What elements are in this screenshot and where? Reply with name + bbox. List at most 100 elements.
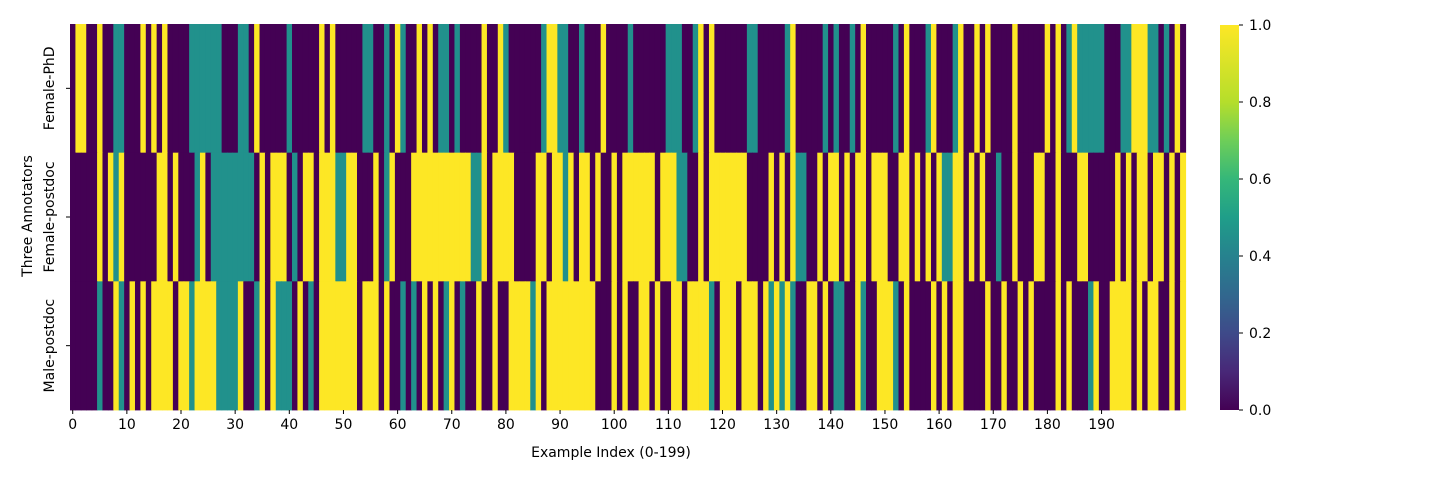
heatmap-cell: [1006, 281, 1013, 411]
heatmap-cell: [91, 24, 98, 154]
heatmap-cell: [145, 281, 152, 411]
heatmap-cell: [351, 152, 358, 282]
heatmap-cell: [703, 152, 710, 282]
heatmap-cell: [546, 24, 553, 154]
heatmap-cell: [367, 152, 374, 282]
heatmap-cell: [167, 152, 174, 282]
heatmap-cell: [189, 152, 196, 282]
heatmap-cell: [1071, 24, 1078, 154]
heatmap-cell: [156, 152, 163, 282]
heatmap-cell: [151, 152, 158, 282]
heatmap-cell: [855, 24, 862, 154]
y-tick-label: Male-postdoc: [42, 299, 58, 393]
heatmap-cell: [811, 281, 818, 411]
heatmap-cell: [492, 281, 499, 411]
heatmap-cell: [968, 152, 975, 282]
heatmap-cell: [979, 152, 986, 282]
x-axis: 0 10 20 30 40 50 60 70 80 90 100 110 120 130 140 150 160…: [68, 410, 1115, 433]
heatmap-cell: [790, 281, 797, 411]
heatmap-cell: [676, 152, 683, 282]
heatmap-cell: [985, 152, 992, 282]
heatmap-cell: [1044, 24, 1051, 154]
heatmap-cell: [876, 152, 883, 282]
heatmap-cell: [584, 281, 591, 411]
heatmap-cell: [118, 152, 125, 282]
heatmap-cell: [573, 24, 580, 154]
heatmap-cell: [432, 152, 439, 282]
heatmap-cell: [124, 281, 131, 411]
heatmap-cell: [492, 152, 499, 282]
heatmap-cell: [893, 281, 900, 411]
heatmap-cell: [227, 281, 234, 411]
heatmap-cell: [860, 24, 867, 154]
heatmap-cell: [1001, 152, 1008, 282]
heatmap-cell: [486, 281, 493, 411]
heatmap-cell: [118, 24, 125, 154]
heatmap-cell: [107, 281, 114, 411]
heatmap-cell: [627, 24, 634, 154]
heatmap-cell: [920, 152, 927, 282]
heatmap-cell: [524, 152, 531, 282]
heatmap-cell: [633, 24, 640, 154]
heatmap-cell: [205, 24, 212, 154]
heatmap-cell: [346, 152, 353, 282]
heatmap-cell: [335, 152, 342, 282]
heatmap-cell: [1082, 152, 1089, 282]
heatmap-cell: [909, 281, 916, 411]
heatmap-cell: [849, 152, 856, 282]
heatmap-cell: [151, 24, 158, 154]
heatmap-cell: [773, 281, 780, 411]
heatmap-cell: [692, 24, 699, 154]
heatmap-cell: [1169, 281, 1176, 411]
heatmap-cell: [784, 24, 791, 154]
heatmap-cell: [584, 24, 591, 154]
heatmap-cell: [1050, 152, 1057, 282]
heatmap-cell: [454, 152, 461, 282]
heatmap-cell: [914, 152, 921, 282]
heatmap-cell: [405, 152, 412, 282]
heatmap-cell: [1017, 281, 1024, 411]
heatmap-cell: [763, 24, 770, 154]
heatmap-cell: [1180, 281, 1187, 411]
heatmap-cell: [91, 281, 98, 411]
heatmap-cell: [70, 281, 77, 411]
heatmap-cell: [589, 152, 596, 282]
heatmap-cell: [1136, 152, 1143, 282]
heatmap-cell: [1012, 152, 1019, 282]
heatmap-cell: [221, 152, 228, 282]
heatmap-cell: [643, 152, 651, 282]
heatmap-cell: [259, 24, 266, 154]
heatmap-cell: [757, 24, 764, 154]
heatmap-cell: [324, 24, 331, 154]
heatmap-cell: [297, 152, 304, 282]
heatmap-cell: [1125, 24, 1132, 154]
heatmap-cell: [806, 24, 813, 154]
heatmap-cell: [497, 281, 504, 411]
heatmap-cell: [871, 24, 878, 154]
heatmap-cell: [1028, 281, 1035, 411]
heatmap-cell: [134, 281, 141, 411]
heatmap-cell: [757, 281, 764, 411]
heatmap-cell: [579, 152, 586, 282]
heatmap-cell: [1109, 281, 1116, 411]
heatmap-cell: [958, 24, 965, 154]
heatmap-cell: [1104, 281, 1111, 411]
heatmap-cell: [779, 281, 786, 411]
heatmap-cell: [384, 24, 391, 154]
heatmap-cell: [606, 281, 613, 411]
x-tick-label: 150: [872, 417, 899, 433]
heatmap-cell: [297, 281, 304, 411]
heatmap-cell: [784, 281, 791, 411]
x-tick-label: 60: [389, 417, 407, 433]
heatmap-cell: [172, 152, 179, 282]
heatmap-cell: [985, 24, 992, 154]
heatmap-cell: [1120, 24, 1127, 154]
heatmap-cell: [687, 152, 694, 282]
heatmap-cell: [876, 281, 883, 411]
heatmap-cell: [432, 281, 439, 411]
heatmap-cell: [313, 24, 320, 154]
heatmap-cell: [654, 281, 661, 411]
heatmap-cell: [963, 281, 970, 411]
heatmap-cell: [373, 281, 380, 411]
x-tick-label: 30: [226, 417, 244, 433]
